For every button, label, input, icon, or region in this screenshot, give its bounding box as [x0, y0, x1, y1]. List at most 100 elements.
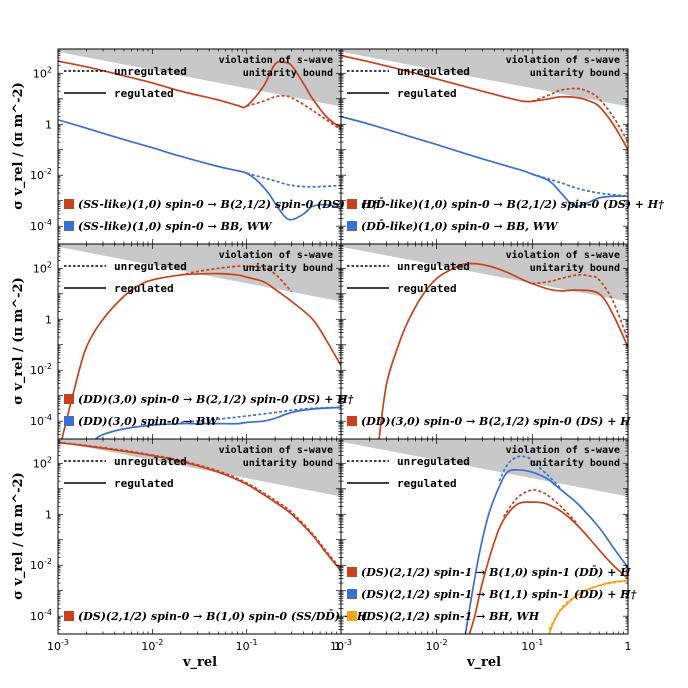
series-red-dotted [502, 488, 579, 525]
process-label: (DD̄-like)(1,0) spin-0 → BB, WW [361, 219, 559, 233]
x-tick-label: 10-3 [330, 638, 352, 653]
unitarity-bound-region [58, 244, 341, 302]
series-blue-solid [464, 469, 628, 634]
panel-plot-area [341, 49, 628, 208]
violation-label-line1: violation of s-wave [219, 54, 333, 66]
y-tick-label: 10-4 [30, 608, 52, 623]
series-red-dotted [532, 87, 628, 143]
series-red-solid [378, 262, 628, 439]
panel-plot-area [58, 244, 341, 439]
x-axis-label-right: v_rel [466, 655, 501, 670]
violation-label-line2: unitarity bound [243, 457, 333, 469]
y-axis-label-row3: σ v_rel / (π m^-2) [11, 472, 26, 599]
y-tick-label: 102 [33, 260, 52, 275]
violation-label-line2: unitarity bound [243, 67, 333, 79]
unitarity-bound-region [58, 439, 341, 497]
process-swatch-red [64, 611, 74, 621]
panel-plot-area [58, 49, 341, 221]
violation-label-line1: violation of s-wave [219, 444, 333, 456]
process-swatch-blue [64, 416, 74, 426]
series-red-dotted [246, 94, 341, 131]
x-tick-label: 10-2 [141, 638, 163, 653]
series-blue-dotted [246, 172, 341, 188]
series-blue-dotted [180, 406, 341, 424]
violation-label-line2: unitarity bound [530, 262, 620, 274]
panel-plot-area [341, 244, 628, 439]
process-label: (DD)(3,0) spin-0 → BW [78, 415, 219, 428]
series-red-solid [61, 272, 341, 439]
legend-unregulated-label: unregulated [114, 455, 187, 468]
series-blue-dotted [498, 455, 562, 490]
x-tick-label: 10-1 [236, 638, 258, 653]
x-tick-label: 10-1 [521, 638, 543, 653]
unitarity-bound-region [58, 49, 341, 107]
legend-unregulated-label: unregulated [397, 455, 470, 468]
series-red-dotted [58, 441, 341, 570]
x-tick-label: 10-3 [47, 638, 69, 653]
violation-label-line1: violation of s-wave [506, 249, 620, 261]
panel-top-left: 10-4 10-2 1 102 violation of s-waveunitarity… [30, 48, 378, 245]
legend-regulated-label: regulated [397, 282, 457, 295]
y-tick-label: 1 [45, 508, 52, 521]
process-label: (SS-like)(1,0) spin-0 → B(2,1/2) spin-0 … [78, 198, 378, 211]
process-swatch-red [347, 199, 357, 209]
series-red-dotted [180, 265, 293, 293]
series-red-dotted [532, 273, 628, 341]
y-axis-label-row2: σ v_rel / (π m^-2) [11, 277, 26, 404]
y-tick-label: 10-4 [30, 413, 52, 428]
y-tick-label: 10-2 [30, 167, 52, 182]
process-label: (DD̄-like)(1,0) spin-0 → B(2,1/2) spin-0… [361, 197, 664, 211]
legend-unregulated-label: unregulated [114, 65, 187, 78]
legend-unregulated-label: unregulated [114, 260, 187, 273]
series-orange-solid [548, 579, 628, 634]
unitarity-bound-region [341, 439, 628, 497]
x-tick-label: 10-2 [426, 638, 448, 653]
series-blue-solid [58, 118, 341, 221]
y-tick-label: 10-2 [30, 362, 52, 377]
legend-unregulated-label: unregulated [397, 260, 470, 273]
y-axis-label-row1: σ v_rel / (π m^-2) [11, 82, 26, 209]
process-swatch-blue [347, 589, 357, 599]
process-swatch-orange [347, 611, 357, 621]
series-blue-dotted [532, 173, 628, 198]
series-red-solid [468, 501, 628, 634]
process-swatch-red [347, 416, 357, 426]
legend-regulated-label: regulated [397, 87, 457, 100]
process-swatch-red [64, 394, 74, 404]
process-swatch-red [347, 567, 357, 577]
y-tick-label: 102 [33, 455, 52, 470]
panel-frame [340, 438, 629, 635]
violation-label-line2: unitarity bound [243, 262, 333, 274]
series-red-solid [58, 60, 341, 129]
y-tick-label: 102 [33, 65, 52, 80]
process-label: (DS)(2,1/2) spin-1 → BH, WH [361, 610, 540, 623]
series-blue-solid [341, 115, 628, 208]
process-label: (DD)(3,0) spin-0 → B(2,1/2) spin-0 (DS) … [78, 393, 354, 406]
violation-label-line2: unitarity bound [530, 67, 620, 79]
legend-regulated-label: regulated [397, 477, 457, 490]
panel-plot-area [341, 439, 628, 634]
process-label: (DD)(3,0) spin-0 → B(2,1/2) spin-0 (DS) … [361, 415, 631, 428]
violation-label-line2: unitarity bound [530, 457, 620, 469]
process-swatch-red [64, 199, 74, 209]
process-swatch-blue [347, 221, 357, 231]
legend-regulated-label: regulated [114, 87, 174, 100]
panel-bottom-left: 10-4 10-2 1 102 10-3 10-2 10-1 1 violation of s-… [30, 438, 368, 653]
panel-bottom-right: 10-3 10-2 10-1 1 violation of s-waveunitarit… [330, 438, 637, 653]
violation-label-line1: violation of s-wave [219, 249, 333, 261]
unitarity-bound-region [341, 244, 628, 302]
panel-plot-area [58, 439, 341, 572]
panel-mid-left: 10-4 10-2 1 102 violation of s-waveunitarity… [30, 243, 354, 440]
series-blue-solid [95, 406, 341, 439]
x-tick-label: 1 [334, 640, 341, 653]
legend-unregulated-label: unregulated [397, 65, 470, 78]
process-swatch-blue [64, 221, 74, 231]
unitarity-bound-region [341, 49, 628, 107]
y-tick-label: 1 [45, 313, 52, 326]
legend-regulated-label: regulated [114, 282, 174, 295]
panel-ticks [57, 243, 341, 440]
